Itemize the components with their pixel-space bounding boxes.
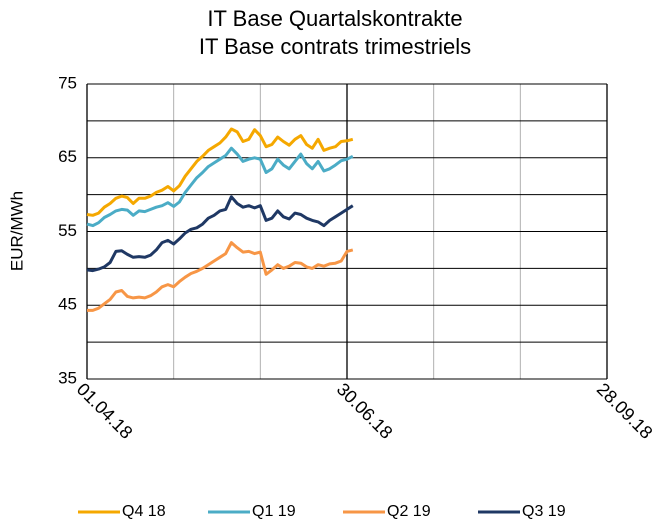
y-axis-label: EUR/MWh — [7, 191, 26, 271]
y-tick-label: 75 — [58, 73, 77, 92]
x-tick-label: 30.06.18 — [333, 379, 397, 443]
series-line — [86, 146, 354, 228]
y-tick-label: 35 — [58, 368, 77, 387]
series-line — [87, 241, 354, 312]
legend-label: Q3 19 — [522, 503, 566, 520]
chart-subtitle: IT Base contrats trimestriels — [199, 34, 471, 59]
y-tick-label: 55 — [58, 221, 77, 240]
legend-label: Q4 18 — [122, 503, 166, 520]
series-line — [86, 195, 354, 273]
y-tick-label: 65 — [58, 147, 77, 166]
chart-title: IT Base Quartalskontrakte — [207, 6, 462, 31]
legend-label: Q2 19 — [387, 503, 431, 520]
y-tick-label: 45 — [58, 295, 77, 314]
x-tick-label: 01.04.18 — [73, 379, 137, 443]
series-line — [86, 127, 354, 217]
legend-label: Q1 19 — [252, 503, 296, 520]
x-tick-label: 28.09.18 — [593, 379, 657, 443]
